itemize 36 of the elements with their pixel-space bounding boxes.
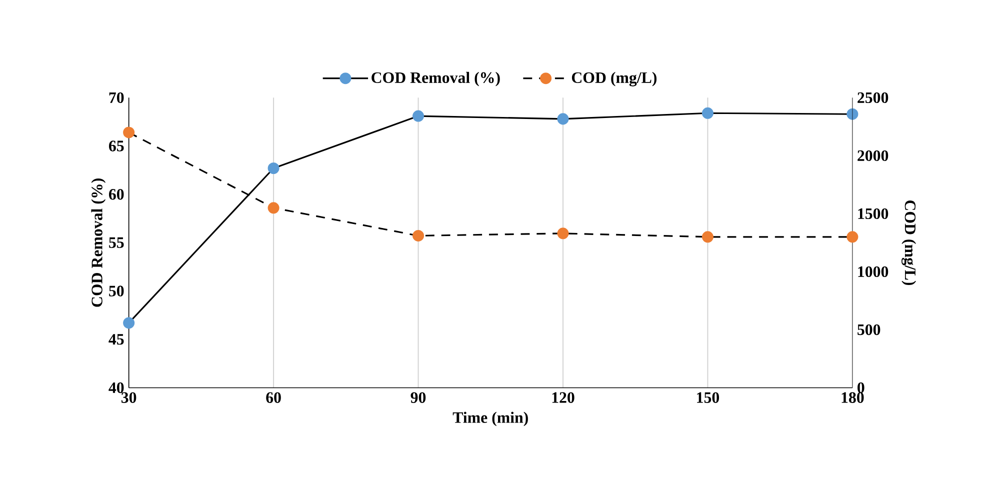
point [702, 107, 714, 119]
x-tick-label: 120 [552, 392, 574, 403]
y-tick-label: 55 [109, 237, 124, 248]
point [268, 162, 280, 174]
y2-tick-label: 0 [858, 382, 864, 393]
point [412, 230, 424, 242]
point [702, 230, 714, 242]
point [557, 227, 569, 240]
y-tick-label: 45 [108, 334, 124, 345]
y2-axis-title: COD (mg/L) [902, 200, 916, 285]
y2-tick-label: 500 [858, 324, 880, 335]
point [268, 202, 280, 214]
y2-tick-label: 2000 [858, 150, 888, 161]
x-tick-label: 30 [121, 392, 136, 403]
legend-label: COD (mg/L) [572, 72, 657, 86]
y2-tick-label: 1500 [858, 208, 888, 219]
y-tick-label: 40 [108, 382, 124, 393]
y-tick-label: 60 [108, 188, 124, 200]
point [846, 230, 858, 242]
legend-label: COD Removal (%) [372, 72, 500, 86]
point [846, 108, 858, 120]
y-tick-label: 65 [108, 140, 124, 152]
y-axis-title: COD Removal (%) [91, 178, 106, 307]
y2-tick-label: 1000 [858, 266, 888, 277]
point [412, 110, 424, 122]
point [123, 126, 135, 138]
y-tick-label: 70 [109, 92, 124, 103]
x-tick-label: 150 [697, 392, 720, 403]
y-tick-label: 50 [109, 286, 124, 296]
point [123, 317, 135, 329]
y2-tick-label: 2500 [858, 92, 888, 103]
x-tick-label: 60 [266, 392, 281, 403]
x-axis-title: Time (min) [452, 412, 528, 426]
x-tick-label: 90 [410, 392, 426, 403]
point [557, 113, 569, 125]
x-tick-label: 180 [842, 392, 864, 403]
